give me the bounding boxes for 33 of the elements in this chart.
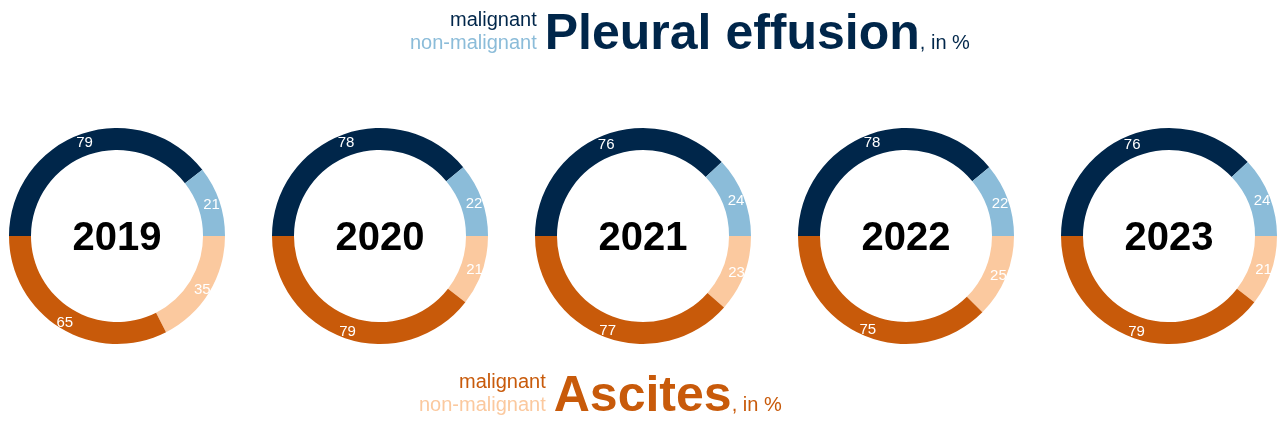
data-label: 75 xyxy=(859,319,877,337)
data-label: 21 xyxy=(1255,259,1272,277)
text: non-malignant xyxy=(419,393,546,416)
text: malignant xyxy=(459,370,546,393)
text: 2023 xyxy=(1124,214,1214,258)
data-label: 79 xyxy=(76,132,93,150)
data-label: 78 xyxy=(863,133,881,151)
data-label: 21 xyxy=(466,259,483,277)
data-label: 35 xyxy=(193,279,211,297)
text: 2020 xyxy=(335,214,425,258)
data-label: 76 xyxy=(1123,134,1141,152)
data-label: 77 xyxy=(599,321,616,339)
text: non-malignant xyxy=(410,31,537,54)
text: , in % xyxy=(919,31,970,54)
text: 2021 xyxy=(598,214,688,258)
data-label: 25 xyxy=(990,265,1007,283)
data-label: 78 xyxy=(337,133,355,151)
text: Ascites xyxy=(553,366,732,422)
data-label: 21 xyxy=(203,195,220,213)
data-label: 22 xyxy=(991,193,1009,211)
data-label: 79 xyxy=(1128,322,1145,340)
data-label: 22 xyxy=(465,193,483,211)
text: malignant xyxy=(450,8,537,31)
text: Pleural effusion xyxy=(544,4,920,60)
data-label: 65 xyxy=(56,312,74,330)
text: , in % xyxy=(731,393,782,416)
data-label: 23 xyxy=(728,262,745,280)
data-label: 24 xyxy=(1253,190,1271,208)
text: 2022 xyxy=(861,214,951,258)
data-label: 24 xyxy=(727,190,745,208)
data-label: 79 xyxy=(339,322,356,340)
text: 2019 xyxy=(72,214,162,258)
data-label: 76 xyxy=(597,134,615,152)
